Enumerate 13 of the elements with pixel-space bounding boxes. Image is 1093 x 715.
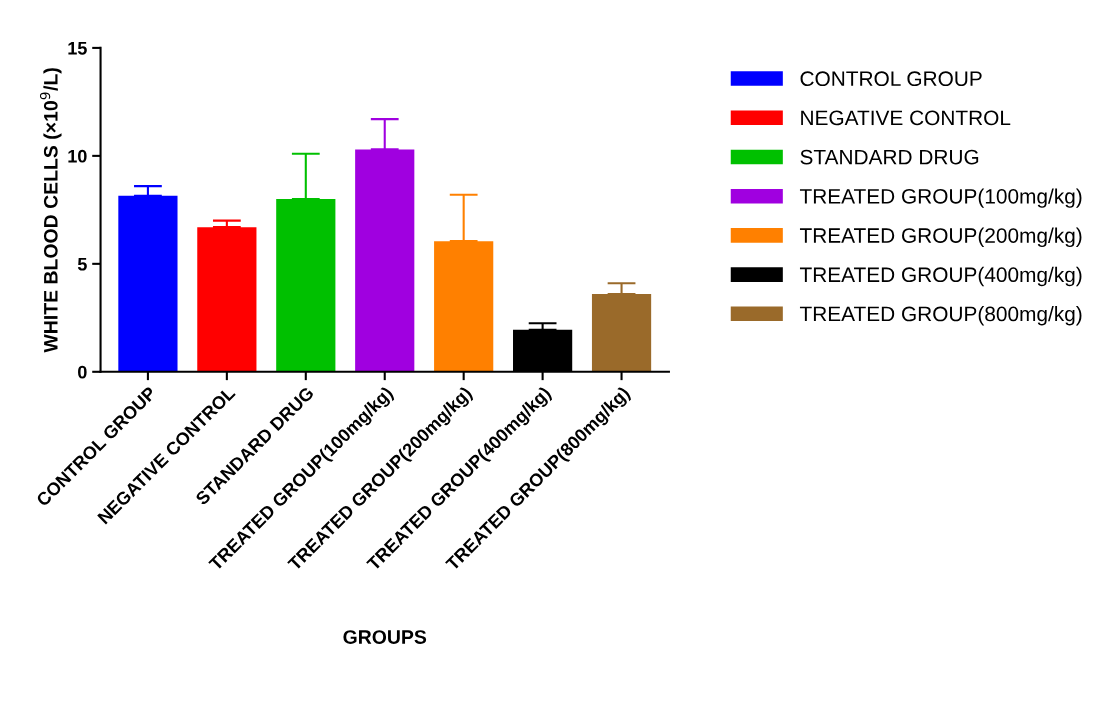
legend-label: CONTROL GROUP — [800, 71, 982, 87]
y-tick-label: 5 — [77, 257, 87, 271]
legend-label: TREATED GROUP(200mg/kg) — [799, 227, 1082, 248]
legend-label: TREATED GROUP(800mg/kg) — [799, 306, 1082, 326]
legend-label: STANDARD DRUG — [800, 149, 979, 165]
y-axis-title: WHITE BLOOD CELLS (×10$^{9}$/L) — [39, 68, 62, 353]
y-tick-label: 0 — [78, 365, 87, 379]
y-tick-label: 15 — [68, 42, 87, 55]
legend-label: TREATED GROUP(100mg/kg) — [799, 188, 1082, 208]
legend-label: TREATED GROUP(400mg/kg) — [799, 266, 1082, 287]
y-tick-label: 10 — [68, 149, 87, 163]
x-axis-title: GROUPS — [343, 630, 427, 644]
legend-label: NEGATIVE CONTROL — [801, 110, 1011, 126]
